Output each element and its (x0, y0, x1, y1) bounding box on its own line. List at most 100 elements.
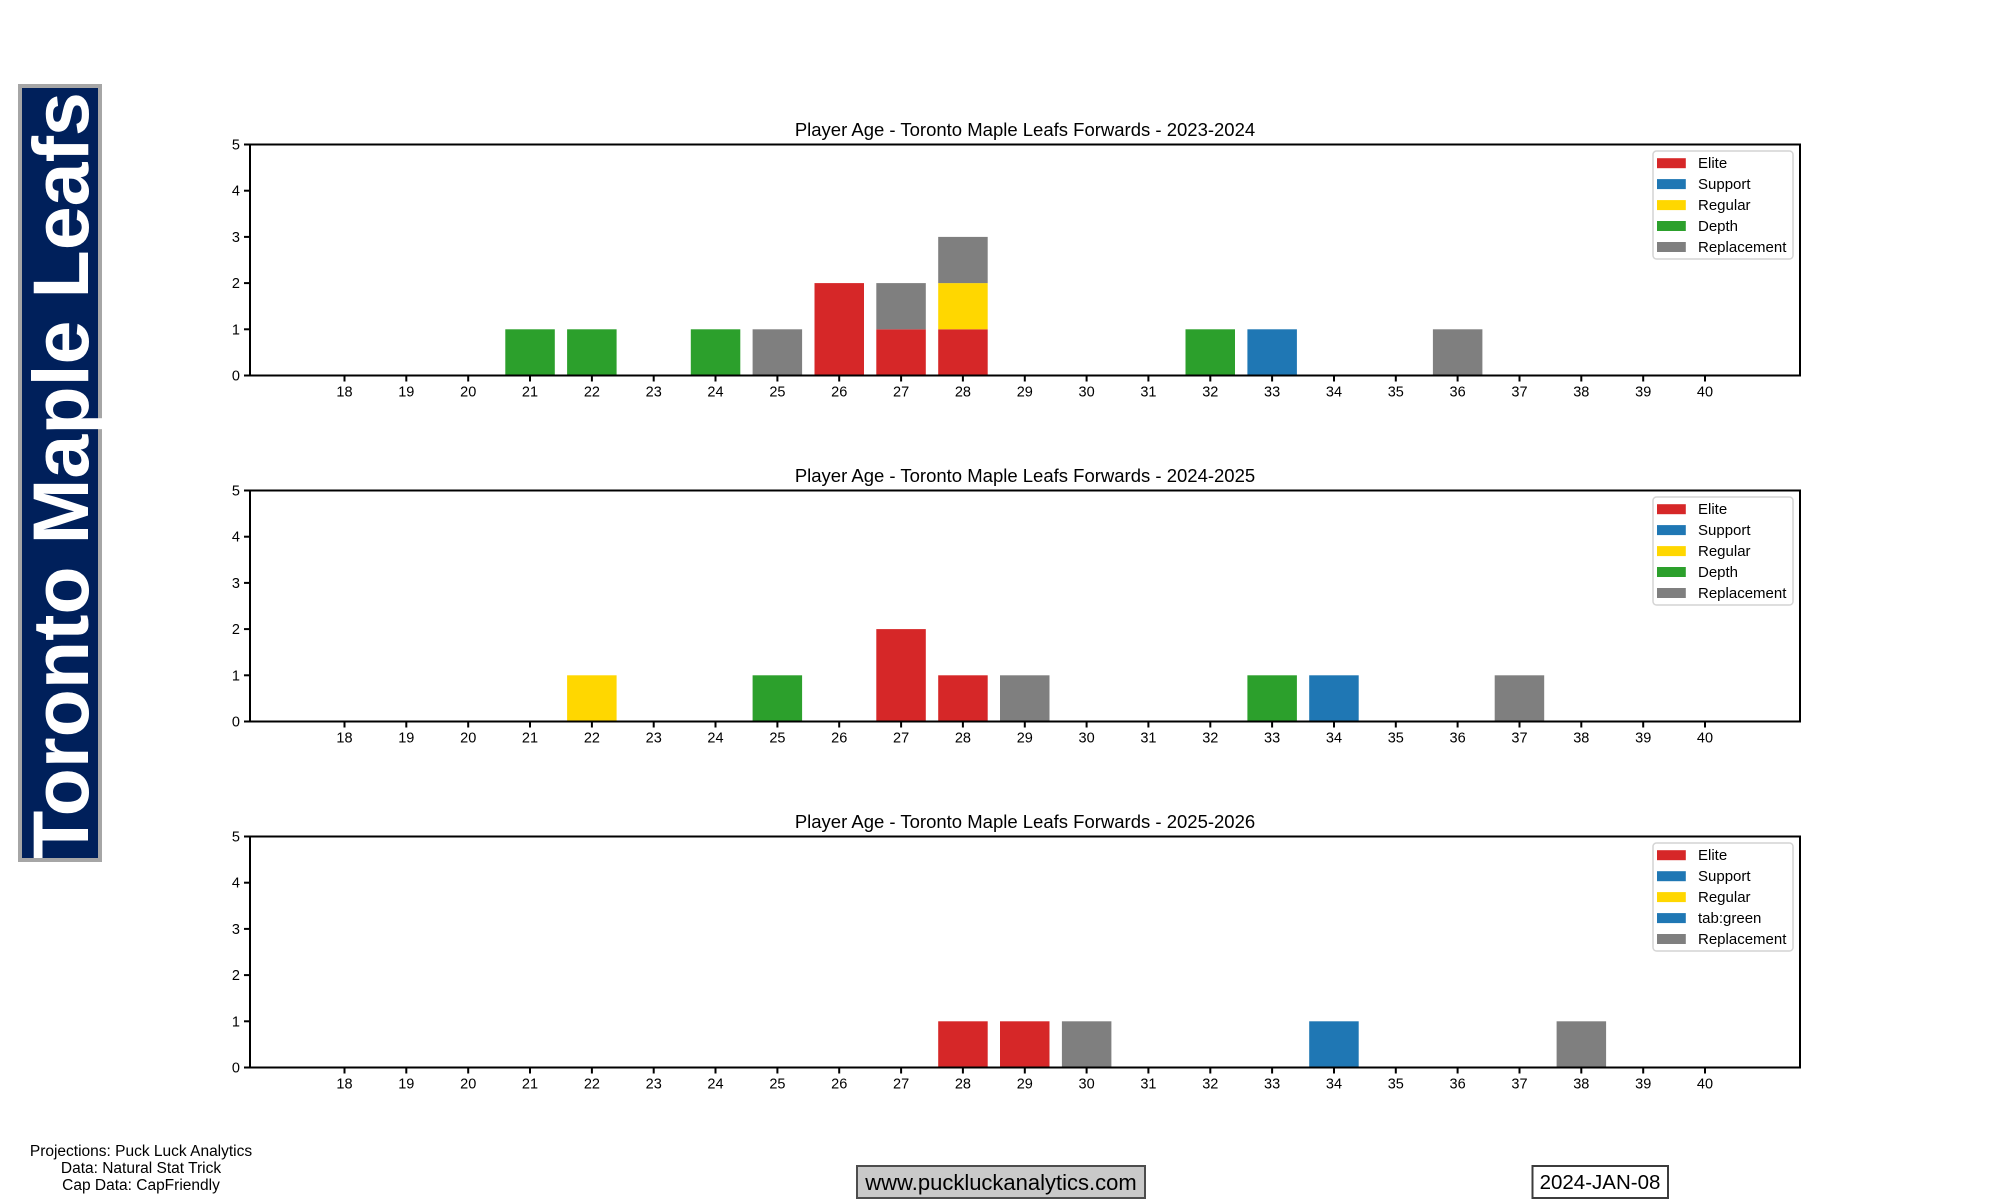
svg-text:21: 21 (522, 731, 538, 747)
svg-text:34: 34 (1326, 1077, 1342, 1093)
svg-text:33: 33 (1264, 1077, 1280, 1093)
svg-text:26: 26 (831, 731, 847, 747)
svg-text:30: 30 (1079, 1077, 1095, 1093)
svg-text:21: 21 (522, 1077, 538, 1093)
svg-text:19: 19 (398, 385, 414, 401)
svg-text:19: 19 (398, 731, 414, 747)
svg-text:32: 32 (1202, 385, 1218, 401)
svg-text:Player Age - Toronto Maple Lea: Player Age - Toronto Maple Leafs Forward… (795, 465, 1255, 486)
svg-text:Regular: Regular (1698, 543, 1751, 560)
svg-text:36: 36 (1450, 385, 1466, 401)
svg-text:1: 1 (232, 322, 240, 338)
svg-text:25: 25 (769, 1077, 785, 1093)
svg-text:26: 26 (831, 385, 847, 401)
svg-text:3: 3 (232, 576, 240, 592)
svg-text:36: 36 (1450, 1077, 1466, 1093)
svg-text:3: 3 (232, 922, 240, 938)
svg-text:Depth: Depth (1698, 218, 1738, 235)
svg-text:25: 25 (769, 731, 785, 747)
svg-text:18: 18 (336, 1077, 352, 1093)
svg-text:2024-JAN-08: 2024-JAN-08 (1540, 1171, 1661, 1194)
svg-text:5: 5 (232, 484, 240, 500)
svg-text:Regular: Regular (1698, 889, 1751, 906)
svg-text:tab:green: tab:green (1698, 910, 1761, 927)
svg-text:40: 40 (1697, 731, 1713, 747)
svg-text:22: 22 (584, 385, 600, 401)
svg-text:40: 40 (1697, 385, 1713, 401)
svg-text:Replacement: Replacement (1698, 239, 1787, 256)
svg-text:Depth: Depth (1698, 564, 1738, 581)
svg-text:27: 27 (893, 1077, 909, 1093)
svg-text:38: 38 (1573, 385, 1589, 401)
svg-text:Data: Natural Stat Trick: Data: Natural Stat Trick (61, 1160, 221, 1177)
svg-text:28: 28 (955, 731, 971, 747)
svg-text:Replacement: Replacement (1698, 585, 1787, 602)
svg-text:34: 34 (1326, 385, 1342, 401)
svg-text:Elite: Elite (1698, 847, 1727, 864)
svg-text:36: 36 (1450, 731, 1466, 747)
svg-text:20: 20 (460, 1077, 476, 1093)
svg-text:4: 4 (232, 530, 240, 546)
svg-text:Projections: Puck Luck Analyti: Projections: Puck Luck Analytics (30, 1143, 253, 1160)
svg-text:39: 39 (1635, 731, 1651, 747)
svg-text:24: 24 (707, 1077, 723, 1093)
svg-text:Cap Data: CapFriendly: Cap Data: CapFriendly (62, 1177, 220, 1194)
svg-text:18: 18 (336, 731, 352, 747)
svg-text:24: 24 (707, 385, 723, 401)
svg-text:39: 39 (1635, 385, 1651, 401)
svg-text:2: 2 (232, 276, 240, 292)
svg-text:28: 28 (955, 1077, 971, 1093)
svg-text:35: 35 (1388, 1077, 1404, 1093)
svg-text:20: 20 (460, 385, 476, 401)
svg-text:34: 34 (1326, 731, 1342, 747)
svg-text:39: 39 (1635, 1077, 1651, 1093)
svg-text:Replacement: Replacement (1698, 931, 1787, 948)
svg-text:37: 37 (1511, 1077, 1527, 1093)
svg-text:37: 37 (1511, 385, 1527, 401)
svg-text:40: 40 (1697, 1077, 1713, 1093)
svg-text:www.puckluckanalytics.com: www.puckluckanalytics.com (864, 1170, 1136, 1195)
svg-text:31: 31 (1140, 385, 1156, 401)
svg-text:0: 0 (232, 369, 240, 385)
svg-text:35: 35 (1388, 731, 1404, 747)
svg-text:1: 1 (232, 1014, 240, 1030)
svg-text:26: 26 (831, 1077, 847, 1093)
svg-text:38: 38 (1573, 1077, 1589, 1093)
svg-text:24: 24 (707, 731, 723, 747)
svg-text:23: 23 (646, 731, 662, 747)
svg-text:31: 31 (1140, 731, 1156, 747)
svg-text:38: 38 (1573, 731, 1589, 747)
svg-text:28: 28 (955, 385, 971, 401)
svg-text:Regular: Regular (1698, 197, 1751, 214)
svg-text:37: 37 (1511, 731, 1527, 747)
svg-text:4: 4 (232, 876, 240, 892)
svg-text:35: 35 (1388, 385, 1404, 401)
svg-text:Elite: Elite (1698, 155, 1727, 172)
svg-text:29: 29 (1017, 385, 1033, 401)
svg-text:2: 2 (232, 968, 240, 984)
svg-text:1: 1 (232, 668, 240, 684)
svg-text:Support: Support (1698, 176, 1751, 193)
svg-text:0: 0 (232, 715, 240, 731)
svg-text:33: 33 (1264, 385, 1280, 401)
svg-text:2: 2 (232, 622, 240, 638)
svg-text:19: 19 (398, 1077, 414, 1093)
svg-text:31: 31 (1140, 1077, 1156, 1093)
svg-text:33: 33 (1264, 731, 1280, 747)
svg-text:23: 23 (646, 385, 662, 401)
svg-text:0: 0 (232, 1061, 240, 1077)
svg-text:Elite: Elite (1698, 501, 1727, 518)
svg-text:5: 5 (232, 138, 240, 154)
svg-text:20: 20 (460, 731, 476, 747)
svg-text:Player Age - Toronto Maple Lea: Player Age - Toronto Maple Leafs Forward… (795, 119, 1255, 140)
svg-text:22: 22 (584, 731, 600, 747)
svg-text:21: 21 (522, 385, 538, 401)
svg-text:30: 30 (1079, 385, 1095, 401)
svg-text:32: 32 (1202, 1077, 1218, 1093)
svg-text:23: 23 (646, 1077, 662, 1093)
svg-text:27: 27 (893, 385, 909, 401)
svg-text:25: 25 (769, 385, 785, 401)
svg-text:22: 22 (584, 1077, 600, 1093)
svg-text:Support: Support (1698, 868, 1751, 885)
svg-text:30: 30 (1079, 731, 1095, 747)
